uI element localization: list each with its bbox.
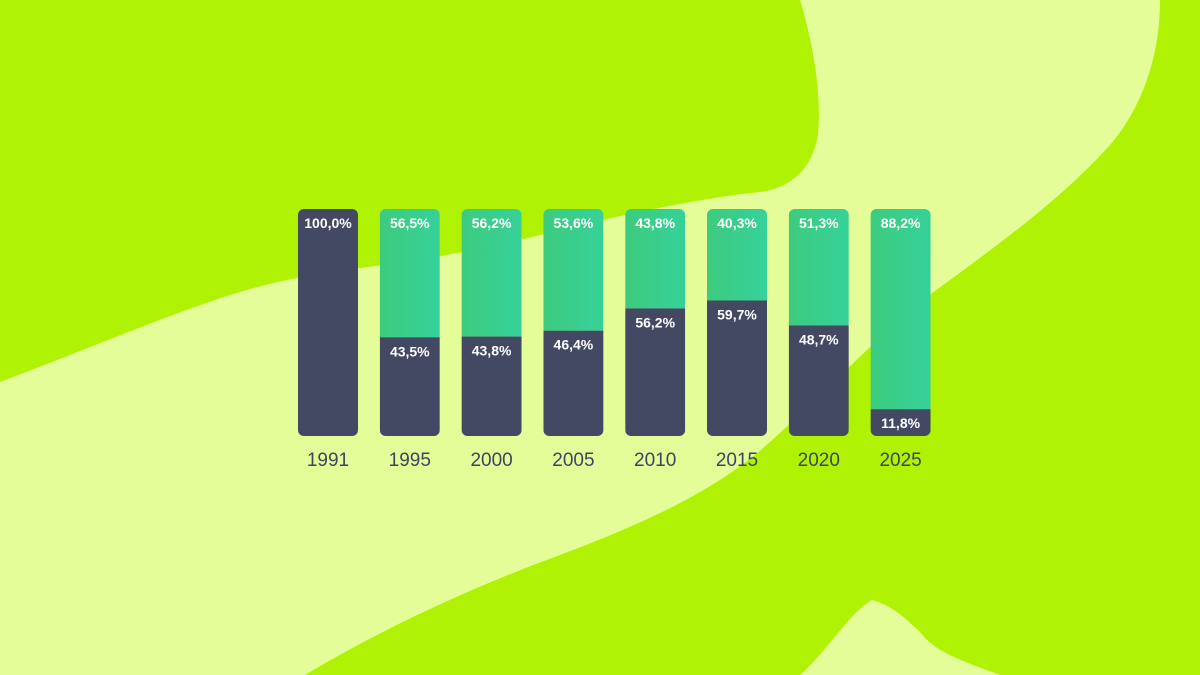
- x-tick-label-1995: 1995: [389, 450, 431, 471]
- bar-segment-top-2000: [461, 209, 522, 337]
- value-label-top-2010: 43,8%: [635, 215, 675, 231]
- bar-segment-top-2005: [543, 209, 604, 331]
- bars-group: [298, 209, 931, 436]
- background-lime-shape-right: [305, 0, 1200, 675]
- bar-segment-top-2010: [625, 209, 686, 309]
- x-tick-label-2010: 2010: [634, 450, 676, 471]
- value-label-bottom-2005: 46,4%: [554, 337, 594, 353]
- bar-column-2010: [625, 209, 686, 436]
- value-label-top-1995: 56,5%: [390, 215, 430, 231]
- bar-segment-top-2015: [707, 209, 767, 301]
- x-tick-label-2015: 2015: [716, 450, 758, 471]
- x-tick-label-2025: 2025: [879, 450, 921, 471]
- bar-column-2015: [707, 209, 767, 436]
- x-tick-label-2000: 2000: [470, 450, 512, 471]
- bar-column-2025: [870, 209, 931, 436]
- bar-segment-bottom-2000: [461, 336, 522, 436]
- bar-segment-bottom-2010: [625, 308, 686, 436]
- x-tick-label-2005: 2005: [552, 450, 594, 471]
- value-labels-group: 100,0% 56,5% 43,5% 56,2% 43,8% 53,6% 46,4% 43,8…: [304, 215, 921, 431]
- bar-column-2005: [543, 209, 604, 436]
- bar-segment-top-2025: [870, 209, 931, 410]
- bar-segment-bottom-2015: [707, 300, 767, 436]
- bar-segment-bottom-2020: [788, 325, 849, 436]
- value-label-bottom-2010: 56,2%: [635, 314, 675, 330]
- bar-segment-bottom-2005: [543, 330, 604, 436]
- value-label-bottom-2025: 11,8%: [881, 415, 920, 431]
- value-label-bottom-1991: 100,0%: [304, 215, 352, 231]
- bar-column-1991: [298, 209, 358, 436]
- bar-column-2020: [788, 209, 849, 436]
- x-tick-label-1991: 1991: [307, 450, 349, 471]
- bar-segment-bottom-1995: [379, 337, 440, 436]
- bar-segment-bottom-1991: [298, 209, 358, 436]
- value-label-top-2025: 88,2%: [881, 215, 921, 231]
- value-label-bottom-2020: 48,7%: [799, 331, 839, 347]
- value-label-top-2005: 53,6%: [554, 215, 594, 231]
- bar-column-2000: [461, 209, 522, 436]
- background-lime-shape-top-left: [0, 0, 819, 382]
- bar-segment-top-2020: [788, 209, 849, 326]
- value-label-bottom-2015: 59,7%: [717, 306, 757, 322]
- value-label-top-2000: 56,2%: [472, 215, 512, 231]
- bar-segment-top-1995: [379, 209, 440, 338]
- x-tick-label-2020: 2020: [798, 450, 840, 471]
- bar-column-1995: [379, 209, 440, 436]
- value-label-bottom-1995: 43,5%: [390, 343, 430, 359]
- value-label-top-2015: 40,3%: [717, 215, 757, 231]
- bar-segment-bottom-2025: [870, 409, 931, 436]
- value-label-bottom-2000: 43,8%: [472, 343, 512, 359]
- x-axis-tick-labels: 1991 1995 2000 2005 2010 2015 2020 2025: [307, 450, 922, 471]
- value-label-top-2020: 51,3%: [799, 215, 839, 231]
